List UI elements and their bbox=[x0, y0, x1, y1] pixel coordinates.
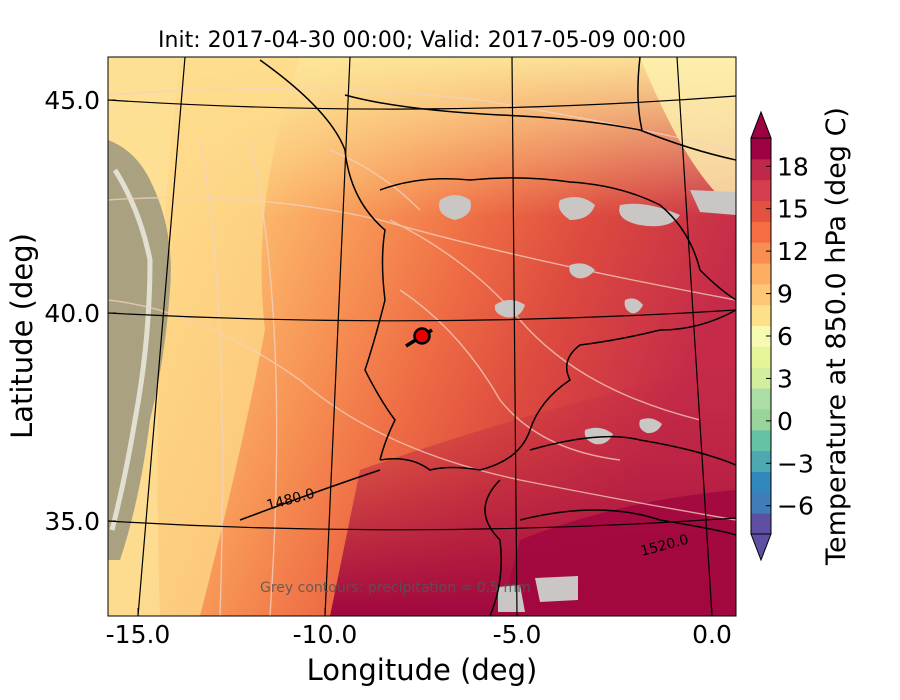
colorbar-segment bbox=[751, 450, 771, 472]
precip-contours bbox=[108, 87, 736, 616]
colorbar-tick-label: 3 bbox=[777, 364, 793, 393]
colorbar-segment bbox=[751, 179, 771, 202]
colorbar-segment bbox=[751, 221, 771, 243]
colorbar-segment bbox=[751, 283, 771, 306]
colorbar-tick-label: 12 bbox=[777, 237, 809, 266]
colorbar-segment bbox=[751, 200, 771, 222]
x-tick-label: 0.0 bbox=[692, 620, 732, 649]
colorbar-segment bbox=[751, 492, 771, 514]
colorbar-segment bbox=[751, 388, 771, 410]
colorbar-segment bbox=[751, 346, 771, 368]
coastlines bbox=[239, 57, 736, 616]
map-area[interactable]: 1480.0 1520.0 Grey contours: precipitati… bbox=[108, 57, 736, 616]
colorbar-segment bbox=[751, 138, 771, 160]
colorbar-segment bbox=[751, 304, 771, 327]
colorbar-extend-bottom bbox=[750, 533, 772, 562]
colorbar-segment bbox=[751, 429, 771, 452]
graticule bbox=[108, 57, 736, 616]
y-tick-label: 40.0 bbox=[44, 299, 100, 328]
colorbar-segment bbox=[751, 408, 771, 431]
precip-annotation: Grey contours: precipitation = 0.5 mm bbox=[260, 580, 531, 596]
colorbar-tick-label: −6 bbox=[777, 492, 814, 521]
y-tick-label: 45.0 bbox=[44, 86, 100, 115]
plot-frame bbox=[107, 56, 737, 617]
colorbar-segment bbox=[751, 263, 771, 285]
colorbar-tick-label: 9 bbox=[777, 280, 793, 309]
x-tick-label: -10.0 bbox=[293, 620, 358, 649]
colorbar-extend-top bbox=[750, 110, 772, 139]
colorbar: 18 15 12 9 6 3 0 −3 −6 bbox=[750, 110, 814, 562]
colorbar-tick-label: 18 bbox=[777, 152, 809, 181]
colorbar-segment bbox=[751, 325, 771, 347]
colorbar-segment bbox=[751, 158, 771, 181]
x-axis-label: Longitude (deg) bbox=[307, 653, 538, 687]
x-tick-label: -15.0 bbox=[106, 620, 171, 649]
colorbar-label: Temperature at 850.0 hPa (deg C) bbox=[821, 107, 852, 566]
precip-patches bbox=[439, 190, 736, 612]
colorbar-tick-label: 15 bbox=[777, 195, 809, 224]
colorbar-tick-label: 6 bbox=[777, 322, 793, 351]
colorbar-segment bbox=[751, 471, 771, 493]
western-relief bbox=[108, 140, 171, 560]
plot-title: Init: 2017-04-30 00:00; Valid: 2017-05-0… bbox=[158, 28, 686, 53]
y-axis-label: Latitude (deg) bbox=[5, 233, 39, 439]
location-marker bbox=[413, 327, 431, 345]
colorbar-segment bbox=[751, 367, 771, 389]
colorbar-segment bbox=[751, 242, 771, 264]
colorbar-segment bbox=[751, 513, 771, 535]
x-tick-label: -5.0 bbox=[493, 620, 542, 649]
axis-ticks bbox=[108, 99, 713, 616]
colorbar-tick-label: −3 bbox=[777, 449, 814, 478]
colorbar-tick-label: 0 bbox=[777, 407, 793, 436]
y-tick-label: 35.0 bbox=[44, 507, 100, 536]
